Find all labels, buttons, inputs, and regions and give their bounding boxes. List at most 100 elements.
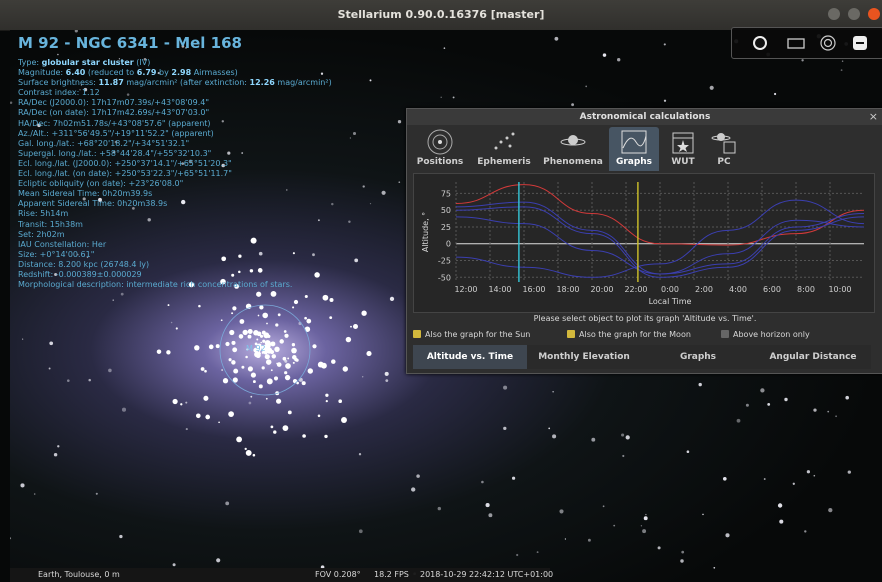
close-window-button[interactable] — [868, 8, 880, 20]
mag-label: Magnitude: — [18, 68, 64, 78]
mag-reduced: 6.79 — [136, 68, 157, 78]
x-tick-label: 16:00 — [522, 285, 545, 294]
y-tick-label: -50 — [438, 273, 451, 282]
window-controls — [825, 8, 880, 27]
sb-ext: 12.26 — [249, 78, 275, 88]
sb-label: Surface brightness: — [18, 78, 96, 88]
moon-icon[interactable] — [752, 35, 768, 50]
info-line: Rise: 5h14m — [18, 209, 69, 219]
info-surface-brightness: Surface brightness: 11.87 mag/arcmin² (a… — [18, 78, 332, 88]
tab-graphs-bottom[interactable]: Graphs — [679, 352, 717, 362]
info-line: Redshift: -0.000389±0.000029 — [18, 269, 142, 279]
info-type: Type: globular star cluster (IV) — [18, 58, 332, 68]
dialog-title: Astronomical calculations — [407, 109, 882, 125]
checkbox-box[interactable] — [567, 330, 575, 338]
tab-angular-distance[interactable]: Angular Distance — [769, 352, 857, 362]
above-horizon-checkbox[interactable]: Above horizon only — [721, 330, 810, 339]
info-line: RA/Dec (J2000.0): 17h17m07.39s/+43°08'09… — [18, 98, 209, 108]
tab-phenomena[interactable]: Phenomena — [539, 127, 607, 171]
object-info: Type: globular star cluster (IV) Magnitu… — [18, 58, 332, 290]
info-line: Size: +0°14'00.61" — [18, 249, 95, 259]
tab-label: Ephemeris — [477, 157, 531, 167]
rectangle-icon[interactable] — [787, 35, 805, 49]
x-tick-label: 12:00 — [454, 285, 477, 294]
info-line: RA/Dec (on date): 17h17m42.69s/+43°07'03… — [18, 108, 210, 118]
y-tick-label: -25 — [438, 257, 451, 266]
top-toolbar — [731, 27, 882, 59]
tab-pc[interactable]: PC — [707, 127, 741, 171]
minimize-button[interactable] — [827, 8, 840, 20]
status-bar: Earth, Toulouse, 0 m FOV 0.208° 18.2 FPS… — [10, 568, 554, 582]
mag-airmass: 2.98 — [171, 68, 192, 78]
info-line: Morphological description: intermediate … — [18, 280, 293, 290]
status-location: Earth, Toulouse, 0 m — [38, 570, 120, 579]
astronomical-calculations-dialog: Astronomical calculations × Positions Ep… — [406, 108, 882, 374]
y-tick-label: 25 — [441, 223, 451, 232]
option-label: Above horizon only — [733, 330, 810, 339]
tab-wut[interactable]: WUT — [663, 127, 703, 171]
checkbox-box[interactable] — [721, 330, 729, 338]
tab-ephemeris[interactable]: Ephemeris — [473, 127, 535, 171]
mag-end: Airmasses) — [193, 68, 238, 78]
info-lines: Contrast index: 1.12 RA/Dec (J2000.0): 17… — [18, 88, 332, 290]
info-line: Set: 2h02m — [18, 229, 65, 239]
x-tick-label: 8:00 — [797, 285, 815, 294]
tab-label: Positions — [416, 157, 464, 167]
graphs-icon — [609, 127, 659, 157]
tab-monthly-elevation[interactable]: Monthly Elevation — [538, 352, 630, 362]
x-tick-label: 18:00 — [556, 285, 579, 294]
tab-label: Phenomena — [543, 157, 603, 167]
maximize-button[interactable] — [847, 8, 860, 20]
tab-positions[interactable]: Positions — [411, 127, 469, 171]
type-label: Type: — [18, 58, 40, 67]
window-title: Stellarium 0.90.0.16376 [master] — [337, 8, 545, 21]
type-value: globular star cluster — [41, 58, 134, 67]
x-tick-label: 22:00 — [624, 285, 647, 294]
pc-icon — [707, 127, 741, 157]
x-tick-label: 14:00 — [488, 285, 511, 294]
graph-type-tabs: Altitude vs. Time Monthly Elevation Grap… — [413, 345, 871, 369]
ephemeris-icon — [473, 127, 535, 157]
moon-graph-checkbox[interactable]: Also the graph for the Moon — [567, 330, 691, 339]
info-line: Ecl. long./lat. (on date): +250°53'22.3"… — [18, 169, 232, 179]
info-line: Distance: 8.200 kpc (26748.4 ly) — [18, 259, 150, 269]
tab-graphs[interactable]: Graphs — [609, 127, 659, 171]
x-tick-label: 2:00 — [695, 285, 713, 294]
info-line: Transit: 15h38m — [18, 219, 83, 229]
info-line: HA/Dec: 7h02m51.78s/+43°08'57.6" (appare… — [18, 118, 211, 128]
tab-label: WUT — [671, 157, 695, 167]
mag-by: by — [159, 68, 169, 78]
info-line: Apparent Sidereal Time: 0h20m38.9s — [18, 199, 168, 209]
altitude-graph: 75 50 25 0 -25 -50 12:00 14:00 16:00 18:00 20:00 22… — [413, 173, 875, 313]
info-line: Ecliptic obliquity (on date): +23°26'08.… — [18, 179, 184, 189]
checkbox-box[interactable] — [413, 330, 421, 338]
sb-mid: mag/arcmin² (after extinction: — [126, 78, 247, 88]
tab-label: PC — [717, 157, 731, 167]
tab-label: Graphs — [615, 157, 653, 167]
info-line: Supergal. long./lat.: +58°44'28.4"/+55°3… — [18, 148, 212, 158]
info-line: IAU Constellation: Her — [18, 239, 107, 249]
info-line: Az./Alt.: +311°56'49.5"/+19°11'52.2" (ap… — [18, 128, 214, 138]
phenomena-icon — [539, 127, 607, 157]
info-line: Contrast index: 1.12 — [18, 88, 100, 98]
tab-altitude-vs-time[interactable]: Altitude vs. Time — [413, 345, 527, 369]
type-suffix: (IV) — [136, 58, 151, 67]
option-label: Also the graph for the Sun — [425, 330, 531, 339]
option-label: Also the graph for the Moon — [579, 330, 691, 339]
target-icon[interactable] — [820, 35, 836, 51]
exit-icon[interactable] — [852, 35, 868, 50]
series-line — [455, 199, 865, 278]
info-line: Gal. long./lat.: +68°20'18.2"/+34°51'32.… — [18, 138, 190, 148]
status-datetime: 2018-10-29 22:42:12 UTC+01:00 — [420, 570, 554, 579]
y-tick-label: 50 — [441, 206, 451, 215]
info-line: Ecl. long./lat. (J2000.0): +250°37'14.1"… — [18, 158, 232, 168]
wut-icon — [663, 127, 703, 157]
dialog-close-button[interactable]: × — [868, 110, 878, 123]
x-tick-label: 10:00 — [828, 285, 851, 294]
graph-options: Also the graph for the Sun Also the grap… — [413, 330, 879, 342]
sun-graph-checkbox[interactable]: Also the graph for the Sun — [413, 330, 530, 339]
y-tick-label: 0 — [446, 240, 451, 249]
y-tick-label: 75 — [441, 189, 451, 198]
info-magnitude: Magnitude: 6.40 (reduced to 6.79 by 2.98… — [18, 68, 332, 78]
x-tick-label: 6:00 — [763, 285, 781, 294]
